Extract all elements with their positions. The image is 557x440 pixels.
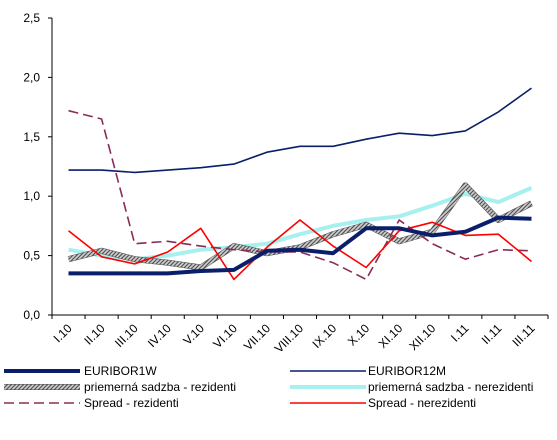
x-tick-label: X.10 [345,321,373,349]
y-tick-label: 1,0 [23,189,40,203]
axes: 0,0 0,5 1,0 1,5 2,0 2,5 I.10 II.10 III.10 IV.10 V.… [23,11,549,356]
x-tick-label: III.10 [112,321,141,350]
legend-label-spread-rezidenti: Spread - rezidenti [84,396,179,410]
x-tick-label: V.10 [180,321,207,348]
x-tick-label: VI.10 [210,321,240,351]
series-line-euribor12m [68,87,532,174]
series-line-priemern-sadzba-rezidenti [67,183,533,270]
series-line-spread-rezidenti [68,109,532,281]
x-tick-label: VIII.10 [272,321,307,356]
legend: EURIBOR1W EURIBOR12M priemerná sadzba - re… [4,364,533,410]
x-tick-label: I.11 [448,321,472,345]
x-tick-label: VII.10 [241,321,273,353]
legend-label-priemern-sadzba-rezidenti: priemerná sadzba - rezidenti [84,380,236,394]
y-tick-label: 0,0 [23,308,40,322]
y-tick-label: 2,0 [23,70,40,84]
x-tick-label: XII.10 [406,321,438,353]
series-line-euribor1w [68,215,532,276]
series-group [67,87,533,281]
x-tick-label: IV.10 [145,321,174,350]
x-tick-label: II.10 [81,321,108,348]
legend-label-spread-nerezidenti: Spread - nerezidenti [368,396,476,410]
y-tick-label: 0,5 [23,249,40,263]
legend-label-euribor12m: EURIBOR12M [368,364,446,378]
y-tick-label: 1,5 [23,130,40,144]
series-line-priemern-sadzba-rezidenti [67,182,533,271]
legend-label-priemern-sadzba-nerezidenti: priemerná sadzba - nerezidenti [368,380,533,394]
x-tick-label: XI.10 [376,321,406,351]
x-tick-label: IX.10 [309,321,339,351]
x-tick-label: I.10 [51,321,75,345]
x-tick-label: III.11 [509,321,537,349]
legend-label-euribor1w: EURIBOR1W [84,364,157,378]
y-tick-label: 2,5 [23,11,40,25]
x-tick-label: II.11 [479,321,505,347]
